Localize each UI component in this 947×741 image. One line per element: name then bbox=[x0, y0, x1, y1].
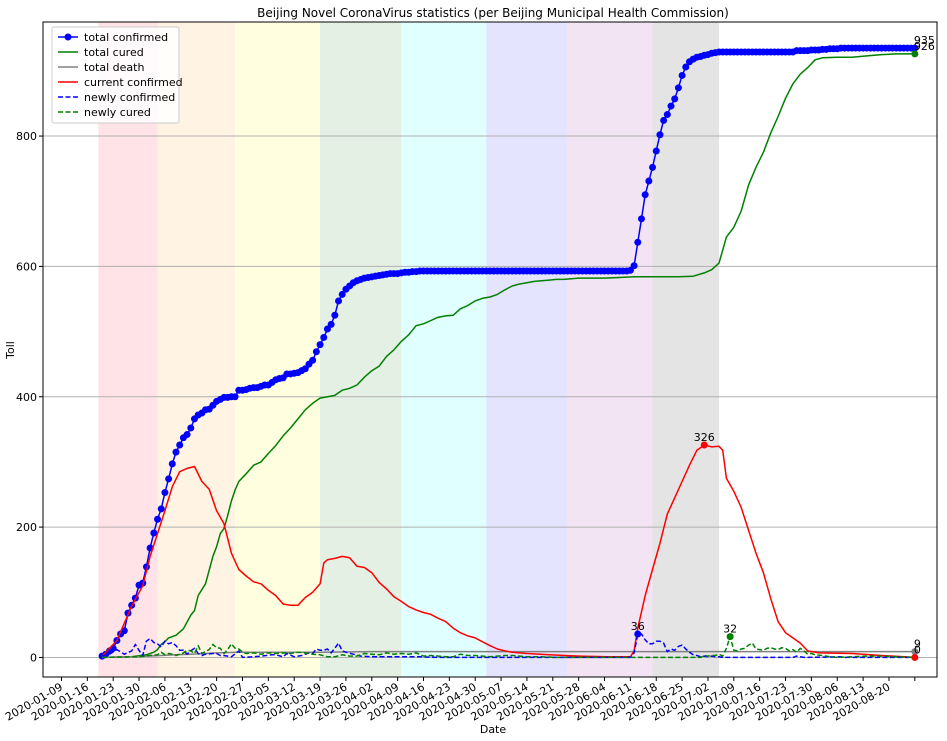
data-point bbox=[187, 424, 195, 432]
annotation-dot bbox=[634, 630, 642, 638]
data-point bbox=[150, 529, 158, 537]
data-point bbox=[327, 320, 335, 328]
x-axis-label: Date bbox=[480, 723, 507, 736]
data-point bbox=[335, 297, 343, 305]
legend-label: total cured bbox=[84, 46, 144, 59]
data-point bbox=[634, 238, 642, 246]
series-line-newly-confirmed bbox=[101, 633, 915, 659]
data-point bbox=[649, 163, 657, 171]
y-tick-label: 0 bbox=[30, 651, 37, 664]
annotation-label: 32 bbox=[723, 623, 737, 636]
data-point bbox=[667, 102, 675, 110]
data-point bbox=[641, 191, 649, 199]
data-point bbox=[645, 177, 653, 185]
data-point bbox=[320, 333, 328, 341]
data-point bbox=[652, 147, 660, 155]
data-point bbox=[172, 448, 180, 456]
data-point bbox=[663, 111, 671, 119]
annotation-dot bbox=[700, 441, 708, 449]
annotation-label: 36 bbox=[631, 620, 645, 633]
data-point bbox=[176, 441, 184, 449]
legend-label: newly cured bbox=[84, 106, 151, 119]
data-point bbox=[331, 311, 339, 319]
legend-label: current confirmed bbox=[84, 76, 183, 89]
data-point bbox=[656, 131, 664, 139]
data-point bbox=[682, 63, 690, 71]
axes-frame bbox=[42, 21, 938, 678]
period-band-6 bbox=[486, 22, 568, 677]
period-band-5 bbox=[401, 22, 487, 677]
data-point bbox=[678, 71, 686, 79]
annotation-label: 326 bbox=[694, 431, 715, 444]
data-point bbox=[109, 644, 117, 652]
data-point bbox=[309, 356, 317, 364]
data-point bbox=[660, 116, 668, 124]
legend-box bbox=[51, 26, 180, 124]
y-tick-label: 600 bbox=[16, 260, 37, 273]
series-line-total-cured bbox=[102, 53, 915, 659]
period-band-2 bbox=[157, 22, 236, 677]
annotation-dot bbox=[911, 653, 919, 661]
data-point bbox=[183, 431, 191, 439]
data-point bbox=[674, 84, 682, 92]
legend: total confirmed total cured total death cur… bbox=[51, 26, 183, 124]
annotation-label: 9 bbox=[914, 638, 921, 651]
annotation-label: 926 bbox=[914, 40, 935, 53]
annotation-dot bbox=[726, 633, 734, 641]
legend-label: total death bbox=[84, 61, 144, 74]
period-band-8 bbox=[652, 22, 720, 677]
legend-marker bbox=[64, 33, 72, 41]
period-band-7 bbox=[567, 22, 653, 677]
data-point bbox=[165, 475, 173, 483]
data-point bbox=[316, 341, 324, 349]
y-tick-label: 800 bbox=[16, 130, 37, 143]
data-point bbox=[231, 393, 239, 401]
data-point bbox=[630, 262, 638, 270]
legend-label: newly confirmed bbox=[84, 91, 175, 104]
data-point bbox=[157, 505, 165, 513]
annotation-dot bbox=[911, 50, 919, 58]
legend-label: total confirmed bbox=[84, 31, 168, 44]
data-point bbox=[637, 215, 645, 223]
data-point bbox=[671, 95, 679, 103]
period-band-4 bbox=[320, 22, 402, 677]
data-point bbox=[161, 489, 169, 497]
y-axis-label: Toll bbox=[4, 341, 17, 360]
period-band-3 bbox=[235, 22, 321, 677]
data-point bbox=[338, 290, 346, 298]
series-line-current-confirmed bbox=[101, 444, 915, 659]
annotation-label: 0 bbox=[914, 643, 921, 656]
y-tick-label: 400 bbox=[16, 391, 37, 404]
series-line-newly-cured bbox=[102, 635, 915, 659]
annotation-dot bbox=[911, 44, 919, 52]
annotation-label: 935 bbox=[914, 34, 935, 47]
annotation-dot bbox=[911, 648, 919, 656]
data-point bbox=[154, 515, 162, 523]
chart-title: Beijing Novel CoronaVirus statistics (pe… bbox=[257, 6, 729, 20]
y-tick-label: 200 bbox=[16, 521, 37, 534]
data-point bbox=[168, 460, 176, 468]
data-point bbox=[312, 348, 320, 356]
